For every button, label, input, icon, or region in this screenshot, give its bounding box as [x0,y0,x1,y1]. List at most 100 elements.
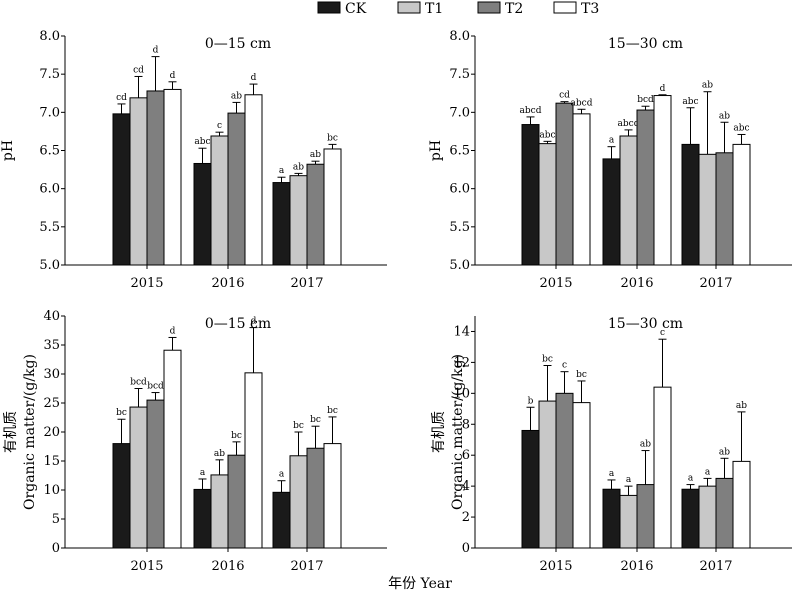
legend: CK T1 T2 T3 [317,1,599,17]
y-axis-label-en: Organic matter/(g/kg) [22,354,38,510]
bar-t3-2015 [572,402,591,549]
x-tick-label: 2016 [211,559,244,574]
significance-label: abc [682,97,698,107]
bar-ck-2016 [193,162,212,266]
bar-t1-2017 [289,455,308,549]
significance-label: c [217,121,222,131]
significance-label: cd [559,91,570,101]
y-tick-label: 5.0 [39,258,60,273]
significance-label: ab [214,449,225,459]
y-tick-label: 0 [462,541,470,556]
bar-t2-2015 [555,102,574,266]
bar-t2-2017 [715,477,734,549]
significance-label: ab [702,81,713,91]
significance-label: abc [194,137,210,147]
bar-t1-2017 [698,485,717,549]
x-tick-label: 2016 [620,559,653,574]
bar-t3-2017 [323,443,342,549]
panel-title: 0—15 cm [205,36,271,52]
significance-label: bcd [637,95,654,105]
bar-ck-2016 [602,158,621,266]
bar-t1-2015 [129,97,148,266]
bar-t3-2017 [732,143,751,266]
significance-label: bc [310,415,321,425]
significance-label: a [279,470,285,480]
y-tick-label: 14 [453,324,470,339]
bar-t2-2016 [227,454,246,549]
significance-label: bc [231,431,242,441]
significance-label: ab [310,150,321,160]
significance-label: bc [542,354,553,364]
panel-title: 15—30 cm [608,316,683,332]
y-axis-label: pH [428,140,444,161]
y-axis-label-en: Organic matter/(g/kg) [450,354,466,510]
significance-label: bcd [147,382,164,392]
legend-label-t1: T1 [425,1,443,17]
significance-label: a [705,467,711,477]
significance-label: a [609,136,615,146]
x-tick-label: 2015 [539,559,572,574]
y-tick-label: 5.5 [449,220,470,235]
y-tick-label: 25 [43,396,60,411]
x-tick-label: 2015 [130,276,163,291]
significance-label: c [562,361,567,371]
x-tick-label: 2017 [699,559,732,574]
bar-ck-2015 [521,429,540,549]
bar-ck-2016 [193,488,212,549]
bar-t2-2015 [555,392,574,549]
significance-label: ab [719,111,730,121]
significance-label: bc [576,370,587,380]
significance-label: ab [231,91,242,101]
y-tick-label: 7.5 [39,67,60,82]
y-tick-label: 8 [462,417,470,432]
bar-ck-2017 [681,488,700,549]
bar-t2-2017 [715,152,734,266]
significance-label: ab [719,447,730,457]
x-tick-label: 2015 [539,276,572,291]
bar-t2-2016 [636,484,655,549]
y-axis-label-cn: 有机质 [3,411,19,453]
significance-label: abcd [571,98,593,108]
y-tick-label: 30 [43,367,60,382]
bar-t1-2015 [129,406,148,549]
significance-label: abcd [618,119,640,129]
significance-label: abc [733,123,749,133]
bar-t3-2016 [244,94,263,266]
significance-label: a [279,166,285,176]
legend-swatch-t3 [553,1,577,14]
bar-t1-2015 [538,400,557,549]
bar-t1-2016 [619,135,638,266]
panel-title: 15—30 cm [608,36,683,52]
bar-ck-2016 [602,488,621,549]
chart-panel-1: 5.0 5.5 6.0 6.5 7.0 7.5 8.0 2015 2016 2017 0—15 cm… [0,29,387,291]
significance-label: bc [327,406,338,416]
significance-label: cd [116,93,127,103]
legend-swatch-t1 [397,1,421,14]
y-tick-label: 7.5 [449,67,470,82]
x-tick-label: 2015 [130,559,163,574]
bar-ck-2015 [112,443,131,549]
x-tick-label: 2017 [290,276,323,291]
significance-label: d [251,73,257,83]
bar-ck-2017 [272,491,291,549]
significance-label: cd [133,65,144,75]
bar-t2-2015 [146,90,165,266]
significance-label: a [609,469,615,479]
bar-t2-2017 [306,163,325,266]
bar-ck-2017 [272,182,291,266]
x-tick-label: 2016 [211,276,244,291]
significance-label: bc [327,133,338,143]
bar-t1-2017 [698,153,717,266]
bar-t3-2015 [572,113,591,266]
legend-swatch-t2 [477,1,501,14]
y-tick-label: 10 [43,483,60,498]
significance-label: bc [116,408,127,418]
significance-label: abcd [520,106,542,116]
bar-t3-2015 [163,349,182,549]
y-tick-label: 12 [453,355,470,370]
bar-ck-2015 [112,113,131,266]
chart-panel-3: 0 5 10 15 20 25 30 35 40 2015 2016 2017 0—15 cm 有机质 Or… [3,309,387,574]
bar-t3-2015 [163,88,182,266]
bar-t1-2016 [619,494,638,549]
